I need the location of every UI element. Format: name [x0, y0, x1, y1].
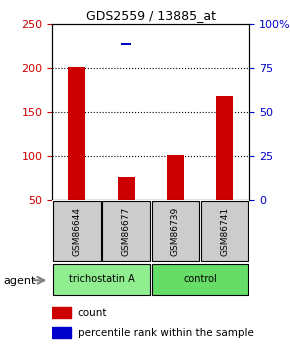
Bar [216, 96, 233, 200]
FancyBboxPatch shape [201, 201, 249, 261]
Text: GSM86741: GSM86741 [220, 207, 229, 256]
Text: GSM86677: GSM86677 [122, 207, 131, 256]
FancyBboxPatch shape [53, 264, 150, 295]
FancyBboxPatch shape [152, 201, 199, 261]
Title: GDS2559 / 13885_at: GDS2559 / 13885_at [86, 9, 216, 22]
Bar [52, 327, 71, 338]
Text: GSM86739: GSM86739 [171, 207, 180, 256]
Text: percentile rank within the sample: percentile rank within the sample [78, 328, 253, 338]
Text: count: count [78, 308, 107, 318]
Text: control: control [183, 274, 217, 284]
Bar [121, 43, 131, 45]
FancyBboxPatch shape [102, 201, 150, 261]
Bar [220, 9, 230, 12]
Bar [117, 177, 135, 200]
FancyBboxPatch shape [53, 201, 101, 261]
FancyBboxPatch shape [152, 264, 249, 295]
Text: GSM86644: GSM86644 [72, 207, 81, 256]
Bar [68, 67, 86, 200]
Text: agent: agent [3, 276, 35, 286]
Bar [52, 307, 71, 318]
Text: trichostatin A: trichostatin A [69, 274, 134, 284]
Bar [170, 11, 181, 13]
Bar [167, 155, 184, 200]
